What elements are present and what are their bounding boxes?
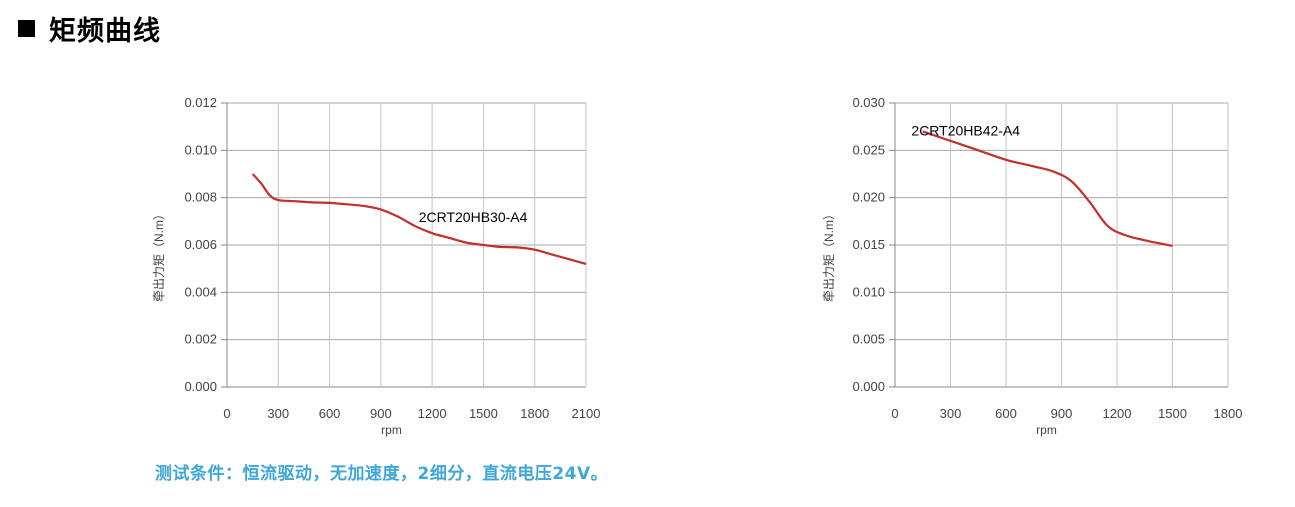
- series-label: 2CRT20HB30-A4: [419, 209, 528, 225]
- x-axis-label: rpm: [1036, 423, 1057, 437]
- x-tick-label: 0: [223, 406, 230, 421]
- series-line: [251, 173, 587, 265]
- x-tick-label: 2100: [572, 406, 601, 421]
- black-square-bullet-icon: [18, 19, 35, 37]
- y-tick-label: 0.004: [184, 284, 217, 299]
- test-conditions-note: 测试条件：恒流驱动，无加速度，2细分，直流电压24V。: [155, 464, 609, 484]
- x-tick-label: 600: [995, 406, 1017, 421]
- y-tick-label: 0.030: [852, 95, 885, 110]
- x-tick-label: 1800: [1214, 406, 1243, 421]
- y-tick-label: 0.005: [852, 332, 885, 347]
- x-tick-label: 1500: [1158, 406, 1187, 421]
- y-tick-label: 0.010: [852, 284, 885, 299]
- y-tick-label: 0.006: [184, 237, 217, 252]
- x-tick-label: 1800: [520, 406, 549, 421]
- x-tick-label: 900: [1051, 406, 1073, 421]
- x-tick-label: 600: [319, 406, 341, 421]
- x-tick-label: 0: [891, 406, 898, 421]
- y-tick-label: 0.000: [184, 379, 217, 394]
- y-tick-label: 0.015: [852, 237, 885, 252]
- y-tick-label: 0.000: [852, 379, 885, 394]
- y-tick-label: 0.012: [184, 95, 217, 110]
- x-axis-label: rpm: [381, 423, 402, 437]
- y-tick-label: 0.008: [184, 190, 217, 205]
- y-axis-label: 牵出力矩（N.m）: [822, 208, 836, 302]
- y-tick-label: 0.002: [184, 332, 217, 347]
- x-tick-label: 1200: [418, 406, 447, 421]
- x-tick-label: 900: [370, 406, 392, 421]
- y-tick-label: 0.010: [184, 142, 217, 157]
- x-tick-label: 300: [940, 406, 962, 421]
- y-tick-label: 0.020: [852, 190, 885, 205]
- x-tick-label: 1200: [1103, 406, 1132, 421]
- x-tick-label: 300: [267, 406, 289, 421]
- section-title: 矩频曲线: [49, 15, 161, 47]
- series-label: 2CRT20HB42-A4: [911, 123, 1020, 139]
- series-line: [922, 130, 1173, 248]
- section-header: 矩频曲线: [18, 10, 161, 47]
- x-tick-label: 1500: [469, 406, 498, 421]
- y-axis-label: 牵出力矩（N.m）: [152, 208, 166, 302]
- y-tick-label: 0.025: [852, 142, 885, 157]
